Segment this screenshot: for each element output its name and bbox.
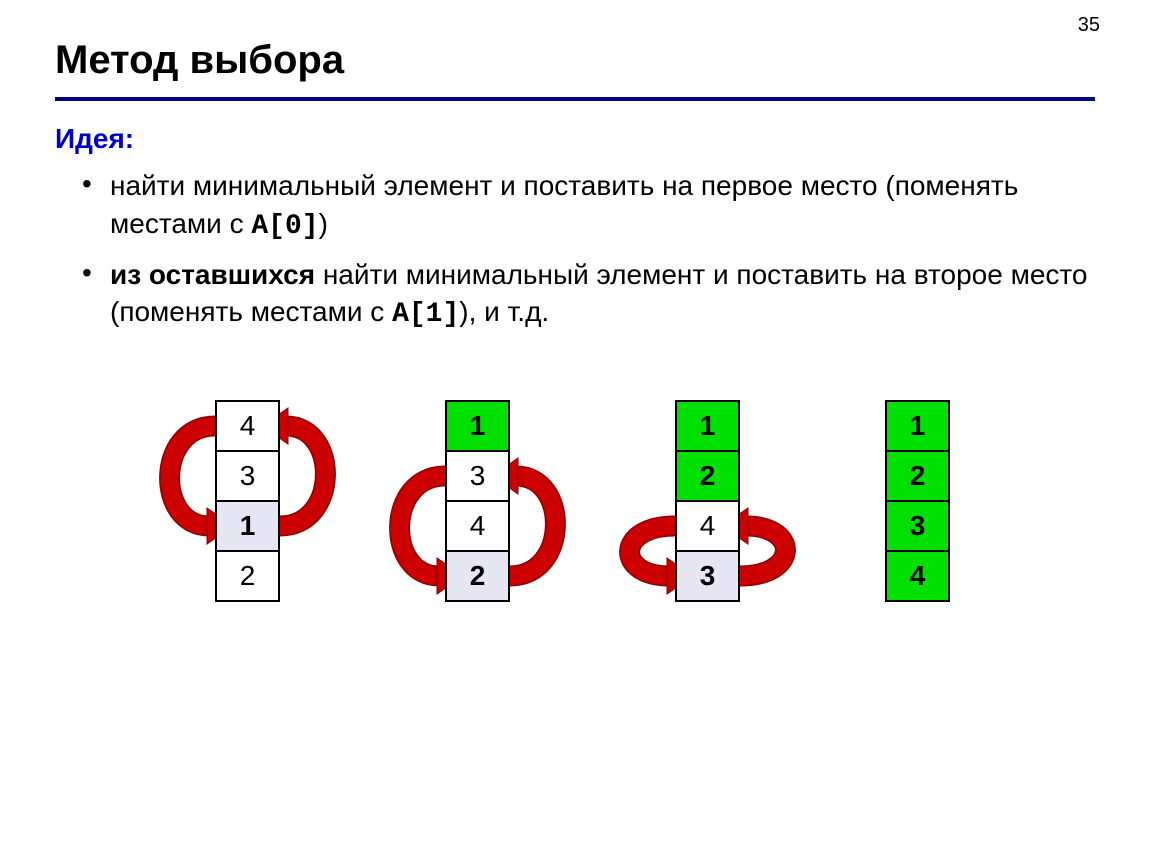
- array-cell: 2: [675, 450, 740, 502]
- array-cell: 3: [675, 550, 740, 602]
- array-cell: 3: [885, 500, 950, 552]
- array-cell: 4: [215, 400, 280, 452]
- bullet-list: найти минимальный элемент и поставить на…: [0, 155, 1150, 340]
- array-column: 4312: [215, 400, 280, 602]
- bullet-item: из оставшихся найти минимальный элемент …: [110, 252, 1095, 341]
- bullet-text: ), и т.д.: [459, 296, 549, 327]
- array-cell: 1: [885, 400, 950, 452]
- array-cell: 1: [215, 500, 280, 552]
- bullet-text: ): [319, 208, 328, 239]
- page-number: 35: [1078, 14, 1100, 37]
- array-cell: 2: [445, 550, 510, 602]
- array-column: 1342: [445, 400, 510, 602]
- selection-sort-diagram: 4312134212431234: [55, 380, 1095, 710]
- array-cell: 4: [885, 550, 950, 602]
- bullet-item: найти минимальный элемент и поставить на…: [110, 163, 1095, 252]
- array-cell: 3: [215, 450, 280, 502]
- array-cell: 2: [885, 450, 950, 502]
- bullet-bold: из оставшихся: [110, 259, 315, 290]
- page-title: Метод выбора: [0, 0, 1150, 93]
- array-column: 1234: [885, 400, 950, 602]
- array-cell: 1: [445, 400, 510, 452]
- code-literal: A[1]: [392, 299, 459, 330]
- bullet-text: найти минимальный элемент и поставить на…: [110, 170, 1018, 239]
- array-cell: 3: [445, 450, 510, 502]
- array-cell: 4: [445, 500, 510, 552]
- array-cell: 1: [675, 400, 740, 452]
- idea-label: Идея:: [0, 101, 1150, 155]
- array-column: 1243: [675, 400, 740, 602]
- array-cell: 2: [215, 550, 280, 602]
- array-cell: 4: [675, 500, 740, 552]
- code-literal: A[0]: [251, 211, 318, 242]
